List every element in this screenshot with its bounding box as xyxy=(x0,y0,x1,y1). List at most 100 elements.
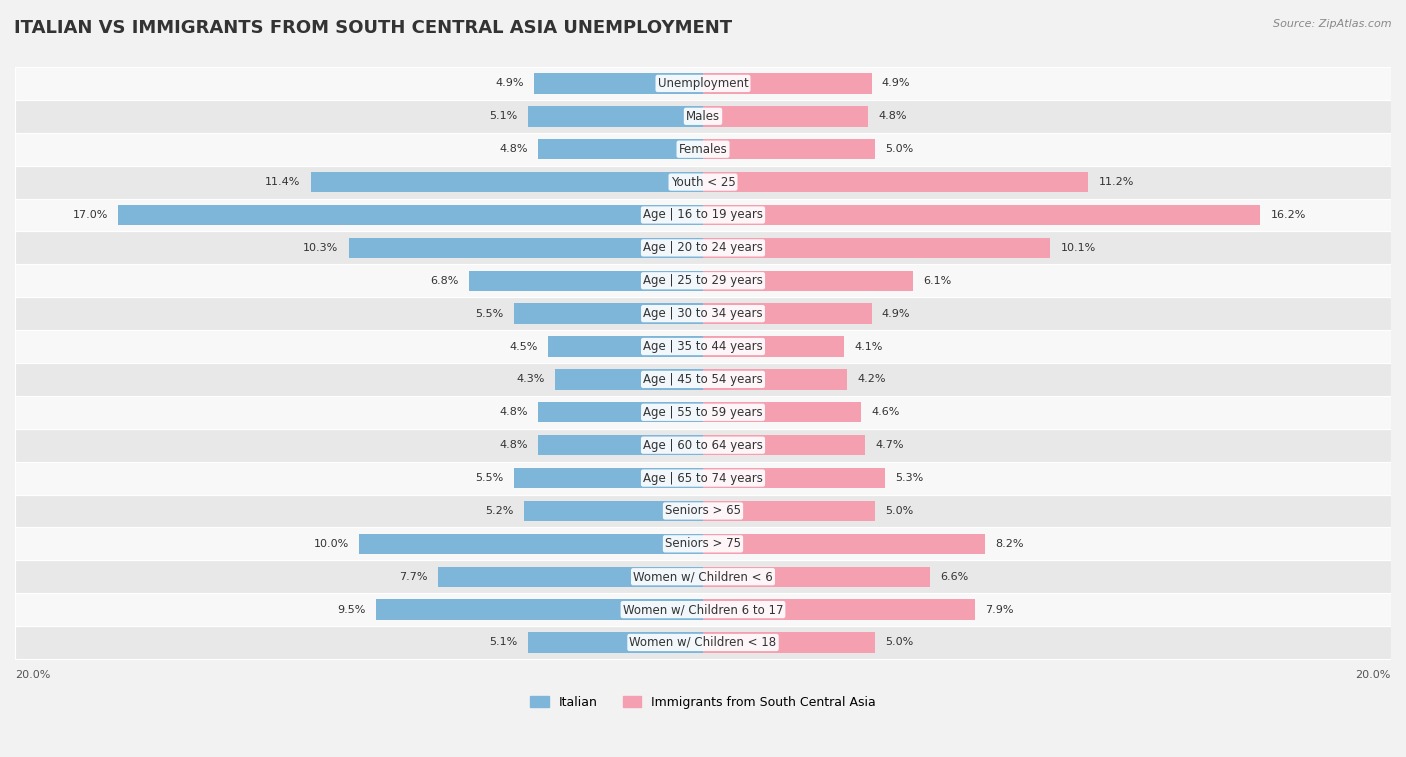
Bar xyxy=(15,67,1391,100)
Text: Age | 35 to 44 years: Age | 35 to 44 years xyxy=(643,340,763,353)
Text: Seniors > 65: Seniors > 65 xyxy=(665,504,741,518)
Text: 20.0%: 20.0% xyxy=(1355,671,1391,681)
Bar xyxy=(15,428,1391,462)
Text: Youth < 25: Youth < 25 xyxy=(671,176,735,188)
Bar xyxy=(527,106,703,126)
Bar xyxy=(15,264,1391,298)
Text: Females: Females xyxy=(679,143,727,156)
Text: 4.8%: 4.8% xyxy=(499,440,527,450)
Text: Age | 16 to 19 years: Age | 16 to 19 years xyxy=(643,208,763,222)
Text: 11.2%: 11.2% xyxy=(1098,177,1135,187)
Bar xyxy=(703,139,875,160)
Bar xyxy=(538,435,703,456)
Text: 4.9%: 4.9% xyxy=(496,79,524,89)
Bar xyxy=(703,468,886,488)
Text: 5.0%: 5.0% xyxy=(886,637,914,647)
Text: 10.0%: 10.0% xyxy=(314,539,349,549)
Text: ITALIAN VS IMMIGRANTS FROM SOUTH CENTRAL ASIA UNEMPLOYMENT: ITALIAN VS IMMIGRANTS FROM SOUTH CENTRAL… xyxy=(14,19,733,37)
Text: 5.5%: 5.5% xyxy=(475,309,503,319)
Bar xyxy=(513,468,703,488)
Text: 4.9%: 4.9% xyxy=(882,309,910,319)
Bar xyxy=(548,336,703,357)
Text: 4.3%: 4.3% xyxy=(516,375,544,385)
Text: Age | 65 to 74 years: Age | 65 to 74 years xyxy=(643,472,763,484)
Text: Age | 60 to 64 years: Age | 60 to 64 years xyxy=(643,438,763,452)
Text: Males: Males xyxy=(686,110,720,123)
Text: Women w/ Children < 6: Women w/ Children < 6 xyxy=(633,570,773,583)
Text: 5.2%: 5.2% xyxy=(485,506,513,516)
Text: Seniors > 75: Seniors > 75 xyxy=(665,537,741,550)
Text: Women w/ Children 6 to 17: Women w/ Children 6 to 17 xyxy=(623,603,783,616)
Bar xyxy=(15,100,1391,132)
Text: Unemployment: Unemployment xyxy=(658,77,748,90)
Bar xyxy=(15,494,1391,528)
Bar xyxy=(538,402,703,422)
Bar xyxy=(703,172,1088,192)
Bar xyxy=(534,73,703,94)
Text: 4.6%: 4.6% xyxy=(872,407,900,417)
Bar xyxy=(703,205,1260,225)
Text: 6.8%: 6.8% xyxy=(430,276,458,285)
Bar xyxy=(703,238,1050,258)
Bar xyxy=(703,500,875,521)
Text: Age | 55 to 59 years: Age | 55 to 59 years xyxy=(643,406,763,419)
Text: 10.3%: 10.3% xyxy=(304,243,339,253)
Bar xyxy=(15,232,1391,264)
Bar xyxy=(703,304,872,324)
Bar xyxy=(703,534,986,554)
Text: 4.7%: 4.7% xyxy=(875,440,904,450)
Bar xyxy=(703,270,912,291)
Text: 11.4%: 11.4% xyxy=(266,177,301,187)
Text: 10.1%: 10.1% xyxy=(1060,243,1097,253)
Text: 4.1%: 4.1% xyxy=(855,341,883,351)
Text: 5.5%: 5.5% xyxy=(475,473,503,483)
Text: 4.2%: 4.2% xyxy=(858,375,886,385)
Bar xyxy=(15,396,1391,428)
Bar xyxy=(15,198,1391,232)
Bar xyxy=(513,304,703,324)
Bar xyxy=(703,106,868,126)
Bar xyxy=(15,132,1391,166)
Bar xyxy=(349,238,703,258)
Bar xyxy=(15,330,1391,363)
Bar xyxy=(703,369,848,390)
Text: Source: ZipAtlas.com: Source: ZipAtlas.com xyxy=(1274,19,1392,29)
Bar xyxy=(524,500,703,521)
Bar xyxy=(15,166,1391,198)
Text: 4.9%: 4.9% xyxy=(882,79,910,89)
Bar xyxy=(703,73,872,94)
Text: Age | 20 to 24 years: Age | 20 to 24 years xyxy=(643,241,763,254)
Text: 4.8%: 4.8% xyxy=(499,407,527,417)
Text: 7.9%: 7.9% xyxy=(986,605,1014,615)
Bar xyxy=(15,462,1391,494)
Bar xyxy=(703,632,875,653)
Bar xyxy=(15,363,1391,396)
Text: 4.8%: 4.8% xyxy=(499,145,527,154)
Bar xyxy=(703,566,929,587)
Text: 4.5%: 4.5% xyxy=(509,341,538,351)
Bar xyxy=(15,593,1391,626)
Text: 9.5%: 9.5% xyxy=(337,605,366,615)
Bar xyxy=(359,534,703,554)
Text: Women w/ Children < 18: Women w/ Children < 18 xyxy=(630,636,776,649)
Text: 6.1%: 6.1% xyxy=(924,276,952,285)
Legend: Italian, Immigrants from South Central Asia: Italian, Immigrants from South Central A… xyxy=(524,690,882,714)
Text: 16.2%: 16.2% xyxy=(1271,210,1306,220)
Text: 7.7%: 7.7% xyxy=(399,572,427,581)
Bar xyxy=(555,369,703,390)
Bar xyxy=(703,600,974,620)
Bar xyxy=(311,172,703,192)
Bar xyxy=(15,560,1391,593)
Bar xyxy=(703,435,865,456)
Bar xyxy=(527,632,703,653)
Bar xyxy=(15,298,1391,330)
Bar xyxy=(470,270,703,291)
Text: 6.6%: 6.6% xyxy=(941,572,969,581)
Text: 5.3%: 5.3% xyxy=(896,473,924,483)
Bar xyxy=(15,626,1391,659)
Text: 5.1%: 5.1% xyxy=(489,637,517,647)
Bar xyxy=(377,600,703,620)
Bar xyxy=(118,205,703,225)
Text: Age | 25 to 29 years: Age | 25 to 29 years xyxy=(643,274,763,287)
Text: 8.2%: 8.2% xyxy=(995,539,1024,549)
